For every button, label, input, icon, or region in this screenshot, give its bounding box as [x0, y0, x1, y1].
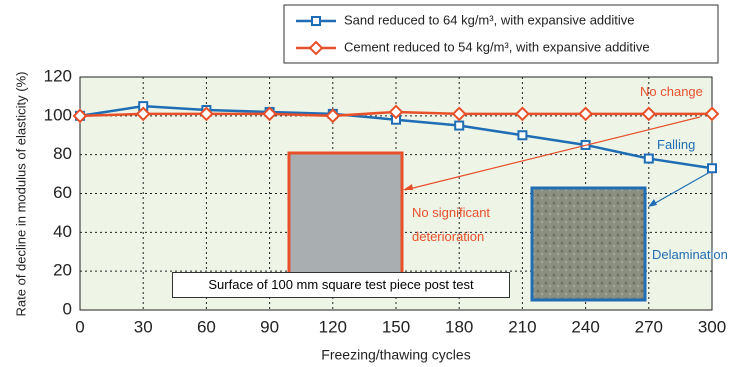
point — [514, 106, 530, 122]
point — [198, 106, 214, 122]
arrow-head — [403, 184, 413, 190]
y-tick-label: 100 — [44, 105, 72, 124]
arrow — [649, 171, 711, 207]
legend-marker — [311, 16, 321, 26]
x-tick-label: 210 — [508, 317, 536, 336]
annotation: No change — [640, 84, 703, 99]
legend-box — [283, 4, 719, 64]
point — [641, 106, 657, 122]
point — [517, 130, 528, 141]
x-tick-label: 120 — [319, 317, 347, 336]
point — [262, 106, 278, 122]
point — [454, 120, 465, 131]
point — [578, 106, 594, 122]
annotation: No significant deterioration — [412, 205, 491, 244]
annotation: Delamination — [652, 247, 728, 262]
point — [451, 106, 467, 122]
y-axis-label: Rate of decline in modulus of elasticity… — [13, 72, 28, 317]
photo — [287, 151, 404, 294]
x-tick-label: 60 — [197, 317, 216, 336]
y-tick-label: 80 — [53, 144, 72, 163]
arrow — [404, 116, 701, 191]
x-tick-label: 30 — [134, 317, 153, 336]
point — [72, 108, 88, 124]
y-tick-label: 0 — [63, 299, 72, 318]
annotation: Falling — [657, 137, 696, 152]
x-axis-label: Freezing/thawing cycles — [321, 347, 470, 363]
y-tick-label: 20 — [53, 261, 72, 280]
x-tick-label: 270 — [635, 317, 663, 336]
legend-label: Cement reduced to 54 kg/m³, with expansi… — [344, 39, 650, 54]
point — [707, 163, 717, 174]
point — [388, 104, 404, 120]
legend-label: Sand reduced to 64 kg/m³, with expansive… — [344, 12, 635, 27]
x-tick-label: 150 — [382, 317, 410, 336]
point — [704, 106, 720, 122]
legend: Sand reduced to 64 kg/m³, with expansive… — [283, 4, 719, 64]
x-tick-label: 300 — [698, 317, 726, 336]
x-tick-label: 180 — [445, 317, 473, 336]
plot-frame — [79, 76, 713, 311]
x-tick-label: 90 — [260, 317, 279, 336]
arrow-head — [648, 199, 657, 207]
caption-box: Surface of 100 mm square test piece post… — [172, 272, 510, 298]
x-tick-label: 0 — [75, 317, 84, 336]
y-tick-label: 120 — [44, 66, 72, 85]
point — [643, 153, 654, 164]
y-tick-label: 60 — [53, 183, 72, 202]
y-tick-label: 40 — [53, 222, 72, 241]
point — [135, 106, 151, 122]
photo — [530, 186, 647, 302]
point — [325, 108, 341, 124]
legend-marker — [308, 40, 324, 56]
x-tick-label: 240 — [571, 317, 599, 336]
